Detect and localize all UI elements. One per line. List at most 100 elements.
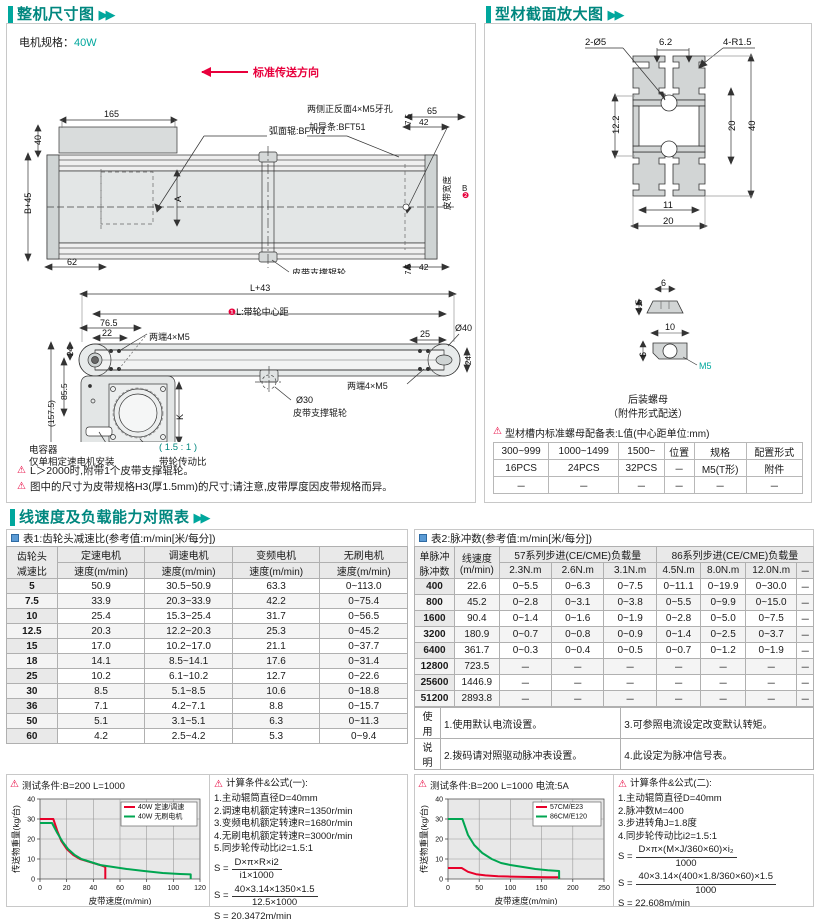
t2-r7c4: －	[604, 691, 656, 707]
t1-r9c4: 0~11.3	[320, 714, 408, 729]
t2-r0c8: －	[797, 579, 814, 595]
t2-r1c7: 0~15.0	[745, 595, 797, 611]
nut-th-1: 1000~1499	[549, 443, 619, 460]
legend-label-1: 40W 无刷电机	[138, 812, 182, 821]
x-tick-40: 40	[89, 885, 97, 892]
dimension-note-2: ⚠ 图中的尺寸为皮带规格H3(厚1.5mm)的尺寸;请注意,皮带厚度因皮带规格而…	[17, 480, 393, 494]
dim-4r15: 4-R1.5	[723, 37, 752, 48]
t2-r6c8: －	[797, 675, 814, 691]
nut-r0c5: 附件	[746, 460, 802, 477]
usage-item-1: 1.使用默认电流设置。	[441, 708, 621, 739]
formula2-result: S = 22.608m/min	[618, 898, 809, 911]
t2-r0c2: 0~5.5	[499, 579, 551, 595]
formula2-eq2-fraction: 40×3.14×(400×1.8/360×60)×1.5 1000	[636, 871, 776, 897]
t2-r4c7: 0~1.9	[745, 643, 797, 659]
nut-th-3: 位置	[664, 443, 694, 460]
dim-24-right: 24	[464, 356, 473, 365]
dimension-section-title: 整机尺寸图	[17, 6, 95, 23]
t2-r5c5: －	[656, 659, 701, 675]
t2-r6c3: －	[552, 675, 604, 691]
t2-r3c6: 0~2.5	[701, 627, 746, 643]
section-accent-bar	[486, 6, 491, 23]
dim-dia30: Ø30	[296, 395, 313, 405]
t2-r5c8: －	[797, 659, 814, 675]
t2-r5c0: 12800	[415, 659, 455, 675]
t2-r2c1: 90.4	[454, 611, 499, 627]
t1-r10c2: 2.5~4.2	[145, 729, 233, 744]
formula1-item-5: 5.同步轮传动比i2=1.5:1	[214, 843, 403, 856]
t1-r1c4: 0~75.4	[320, 594, 408, 609]
t2-r2c8: －	[797, 611, 814, 627]
t2-r3c1: 180.9	[454, 627, 499, 643]
warning-icon: ⚠	[10, 778, 19, 792]
top-view-drawing: 165 40 B+45 A 62 7.5 65 42 7.5 42 弧面辊:BF…	[7, 24, 477, 274]
dim-62: 6.2	[659, 37, 672, 48]
t2-r3c0: 3200	[415, 627, 455, 643]
t2-r3c3: 0~0.8	[552, 627, 604, 643]
chart1-condition: ⚠ 测试条件:B=200 L=1000	[10, 778, 207, 792]
t2-r6c6: －	[701, 675, 746, 691]
t2-r4c2: 0~0.3	[499, 643, 551, 659]
t2-r1c3: 0~3.1	[552, 595, 604, 611]
nut-table-grid: 300~999 1000~1499 1500~ 位置 规格 配置形式 16PCS…	[493, 442, 803, 494]
usage-item-2: 2.拨码请对照驱动脉冲表设置。	[441, 739, 621, 770]
double-chevron-icon: ▶▶	[99, 6, 113, 23]
t2-r3c2: 0~0.7	[499, 627, 551, 643]
t1-r7c0: 30	[7, 684, 58, 699]
dim-40-profile: 40	[747, 120, 758, 131]
t2-r3c4: 0~0.9	[604, 627, 656, 643]
t1-r4c1: 17.0	[57, 639, 145, 654]
x-tick-120: 120	[194, 885, 206, 892]
y-tick-40: 40	[435, 797, 443, 804]
y-tick-30: 30	[27, 817, 35, 824]
t2-th-26: 2.6N.m	[552, 563, 604, 579]
table2-wrapper: 表2:脉冲数(参考值:m/min[米/每分]) 单脉冲脉冲数 线速度(m/min…	[414, 529, 814, 770]
t1-r0c1: 50.9	[57, 579, 145, 594]
t2-r6c4: －	[604, 675, 656, 691]
side-view-drawing: L+43 76.5 22 24 (157.5) 85.5 K 25 Ø40 24…	[7, 272, 477, 442]
nut-r1c2: －	[619, 477, 664, 494]
legend-label-0: 40W 定速/调速	[138, 802, 184, 811]
formula1-item-4: 4.无刷电机额定转速R=3000r/min	[214, 831, 403, 844]
warning-icon: ⚠	[618, 778, 627, 792]
t2-r4c6: 0~1.2	[701, 643, 746, 659]
table2-caption: 表2:脉冲数(参考值:m/min[米/每分])	[414, 529, 814, 546]
dim-B45: B+45	[23, 193, 33, 214]
t2-r1c0: 800	[415, 595, 455, 611]
t1-r9c0: 50	[7, 714, 58, 729]
t2-r4c8: －	[797, 643, 814, 659]
warning-icon: ⚠	[17, 480, 26, 494]
t1-r2c2: 15.3~25.4	[145, 609, 233, 624]
t2-r4c4: 0~0.5	[604, 643, 656, 659]
t1-r9c2: 3.1~5.1	[145, 714, 233, 729]
t2-r6c2: －	[499, 675, 551, 691]
dim-122: 12.2	[611, 116, 622, 135]
t1-r4c0: 15	[7, 639, 58, 654]
t2-th-group-86: 86系列步进(CE/CME)负载量	[656, 547, 813, 563]
formula2-title: ⚠ 计算条件&公式(二):	[618, 778, 809, 792]
dim-nut-6b: 6	[638, 352, 648, 357]
dimension-section-header: 整机尺寸图 ▶▶	[6, 6, 476, 23]
chart2-condition: ⚠ 测试条件:B=200 L=1000 电流:5A	[418, 778, 611, 792]
formula2-equation-2: S = 40×3.14×(400×1.8/360×60)×1.5 1000	[618, 871, 809, 897]
formula1-item-1: 1.主动辊筒直径D=40mm	[214, 793, 403, 806]
usage-row-2: 说明 2.拨码请对照驱动脉冲表设置。 4.此设定为脉冲信号表。	[415, 739, 814, 770]
nut-r0c4: M5(T形)	[694, 460, 746, 477]
formula2-item-4: 4.同步轮传动比i2=1.5:1	[618, 831, 809, 844]
dim-40: 40	[33, 135, 43, 145]
t1-r6c4: 0~22.6	[320, 669, 408, 684]
speed-section-header: 线速度及负载能力对照表 ▶▶	[0, 503, 820, 529]
t2-r0c7: 0~30.0	[745, 579, 797, 595]
y-tick-40: 40	[27, 797, 35, 804]
nut-r1c1: －	[549, 477, 619, 494]
formula1-result: S = 20.3472m/min	[214, 911, 403, 923]
label-both-ends-m5-right: 两端4×M5	[347, 379, 388, 392]
t1-r3c2: 12.2~20.3	[145, 624, 233, 639]
dim-75-top: 7.5	[404, 113, 413, 125]
t1-r8c0: 36	[7, 699, 58, 714]
